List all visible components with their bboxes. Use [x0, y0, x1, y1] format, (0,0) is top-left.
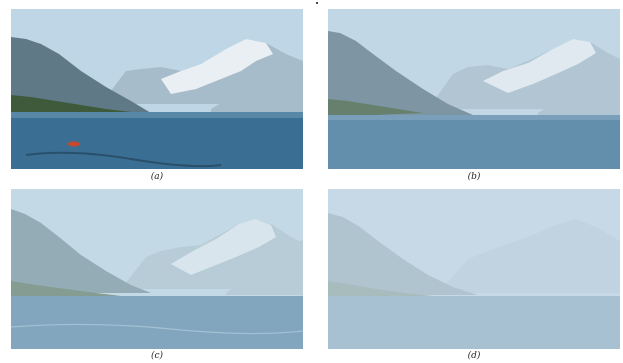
forest-shoreline [11, 95, 131, 115]
photo-panel-a [11, 9, 303, 169]
haze-overlay [328, 9, 620, 169]
water-reflection [328, 115, 620, 120]
haze-overlay [11, 189, 303, 349]
boat [68, 141, 80, 147]
lake-water [328, 115, 620, 169]
forest-shoreline [328, 99, 423, 117]
lake-scene-a [11, 9, 303, 169]
haze-overlay [11, 9, 303, 169]
photo-panel-b [328, 9, 620, 169]
right-mountain [211, 67, 303, 113]
right-mountain [538, 71, 620, 115]
caption-a: (a) [150, 172, 164, 182]
photo-panel-c [11, 189, 303, 349]
snow-caps [483, 39, 596, 93]
snow-caps [161, 39, 273, 94]
boat-wake [25, 151, 222, 168]
lake-scene-c [11, 189, 303, 349]
stray-mark [316, 2, 318, 4]
caption-b: (b) [467, 172, 481, 182]
lake-scene-d [328, 189, 620, 349]
photo-panel-d [328, 189, 620, 349]
caption-c: (c) [150, 351, 164, 361]
water-reflection [11, 112, 303, 118]
left-mountain [11, 37, 151, 113]
left-mountain [328, 31, 473, 115]
haze-overlay [328, 189, 620, 349]
caption-d: (d) [467, 351, 481, 361]
lake-scene-b [328, 9, 620, 169]
lake-water [11, 112, 303, 169]
